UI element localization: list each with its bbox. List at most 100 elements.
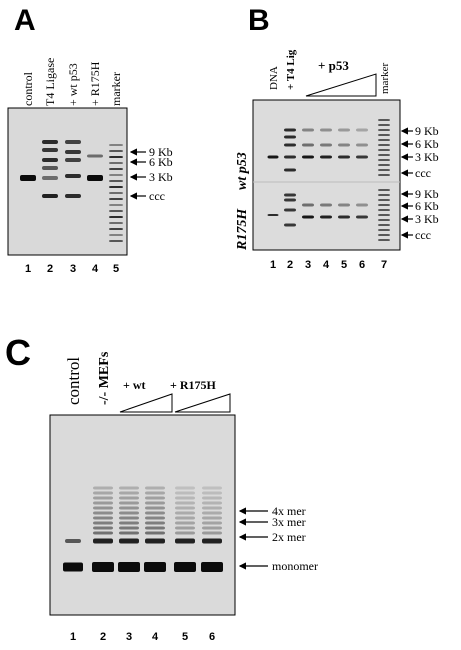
lane-number: 1 <box>70 631 76 643</box>
band <box>320 215 332 219</box>
band <box>109 180 123 182</box>
band <box>338 143 350 147</box>
band <box>378 144 390 146</box>
lane-number: 3 <box>305 259 311 271</box>
marker-label: ccc <box>415 166 431 180</box>
band <box>93 521 113 525</box>
band <box>93 486 113 490</box>
lane-number: 5 <box>341 259 347 271</box>
band <box>378 159 390 161</box>
band <box>378 169 390 171</box>
band <box>202 531 222 535</box>
band <box>356 155 368 159</box>
lane-label: -/- MEFs <box>97 351 112 405</box>
band <box>320 203 332 207</box>
band <box>65 174 81 178</box>
lane-number: 5 <box>182 631 188 643</box>
band <box>202 491 222 495</box>
lane-label: control <box>21 71 35 106</box>
band <box>93 516 113 520</box>
band <box>93 496 113 500</box>
band <box>378 129 390 131</box>
band <box>302 155 314 159</box>
marker-label: 9 Kb <box>415 187 439 201</box>
lane-number: 6 <box>209 631 215 643</box>
band <box>42 176 58 180</box>
band <box>145 501 165 505</box>
row-label: R175H <box>235 208 250 251</box>
band <box>119 521 139 525</box>
band <box>145 486 165 490</box>
lane-number: 1 <box>270 259 276 271</box>
band <box>202 521 222 525</box>
band <box>145 506 165 510</box>
band <box>145 491 165 495</box>
lane-label: marker <box>379 63 391 94</box>
band <box>119 538 139 544</box>
panel-label: B <box>248 4 270 37</box>
lane-label: DNA <box>268 66 280 90</box>
band <box>175 516 195 520</box>
lane-number: 7 <box>381 259 387 271</box>
lane-label: + wt p53 <box>66 63 80 106</box>
band <box>356 128 368 132</box>
band <box>92 562 114 572</box>
gradient-wedge <box>174 393 231 413</box>
band <box>63 562 83 572</box>
band <box>175 486 195 490</box>
band <box>87 154 103 158</box>
band <box>109 234 123 236</box>
band <box>109 240 123 242</box>
band <box>284 168 296 172</box>
band <box>119 531 139 535</box>
band <box>109 144 123 146</box>
band <box>65 539 81 543</box>
lane-number: 2 <box>100 631 106 643</box>
lane-label: marker <box>109 72 123 106</box>
band <box>378 189 390 191</box>
band <box>87 175 103 181</box>
marker-label: 9 Kb <box>149 145 173 159</box>
row-label: wt p53 <box>235 152 250 190</box>
band <box>175 506 195 510</box>
band <box>175 501 195 505</box>
band <box>109 210 123 212</box>
band <box>93 531 113 535</box>
lane-number: 5 <box>113 263 119 275</box>
band <box>65 158 81 162</box>
band <box>175 521 195 525</box>
band <box>118 562 140 572</box>
gel <box>49 414 236 616</box>
band <box>202 526 222 530</box>
band <box>93 526 113 530</box>
band <box>320 155 332 159</box>
band <box>109 228 123 230</box>
band <box>93 506 113 510</box>
band <box>119 516 139 520</box>
band <box>145 516 165 520</box>
lane-label: T4 Ligase <box>43 58 57 106</box>
band <box>378 124 390 126</box>
marker-label: monomer <box>272 559 318 573</box>
band <box>175 538 195 544</box>
band <box>109 168 123 170</box>
band <box>302 215 314 219</box>
band <box>109 216 123 218</box>
marker-label: 3 Kb <box>149 170 173 184</box>
band <box>378 174 390 176</box>
lane-number: 6 <box>359 259 365 271</box>
band <box>378 194 390 196</box>
band <box>378 214 390 216</box>
band <box>42 158 58 162</box>
band <box>145 526 165 530</box>
band <box>378 199 390 201</box>
band <box>284 135 296 139</box>
lane-number: 4 <box>323 259 330 271</box>
band <box>267 214 279 216</box>
band <box>175 531 195 535</box>
band <box>119 506 139 510</box>
band <box>378 239 390 241</box>
treatment-label: + R175H <box>170 378 217 392</box>
band <box>109 186 123 188</box>
